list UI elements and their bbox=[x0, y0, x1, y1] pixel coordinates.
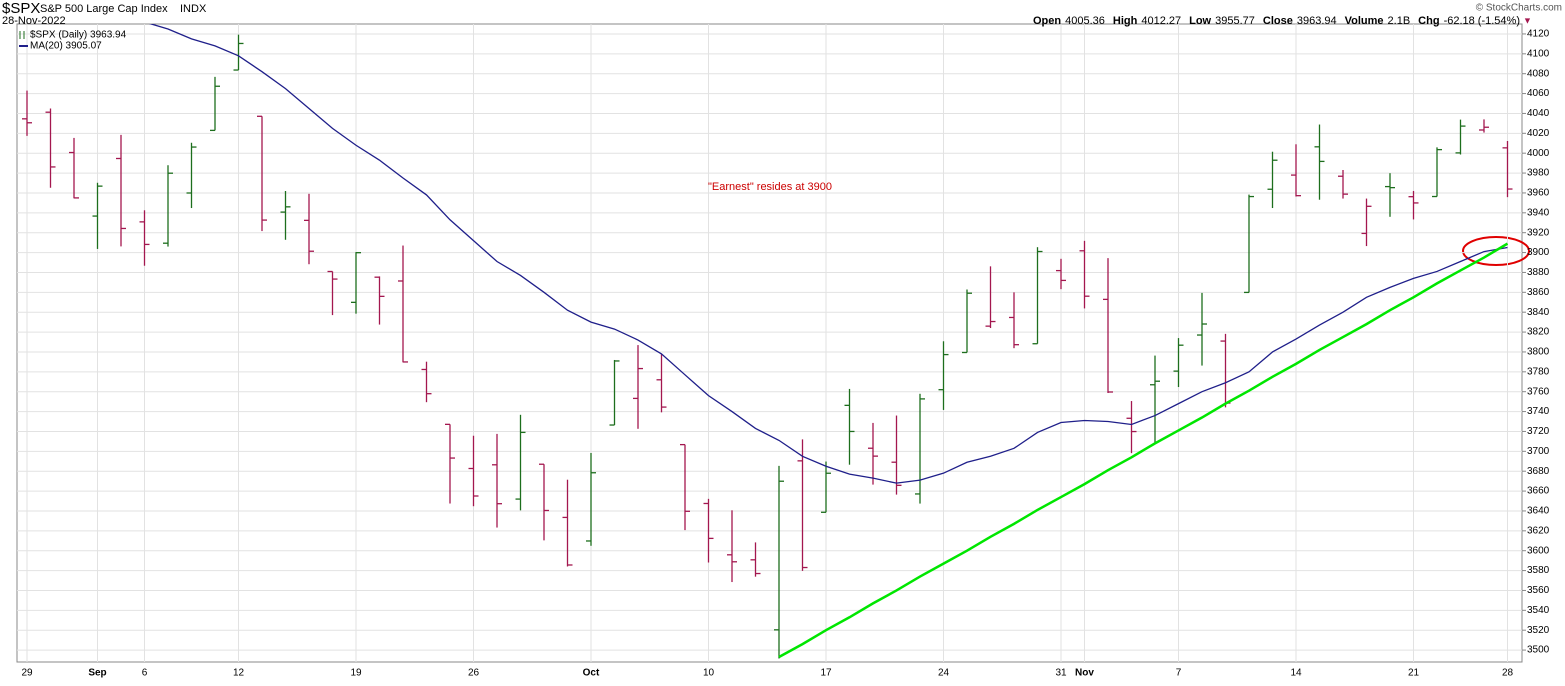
y-tick-label: 3780 bbox=[1527, 366, 1550, 377]
x-tick-label: 24 bbox=[938, 668, 950, 679]
stat-label: Low bbox=[1189, 15, 1211, 27]
y-tick-label: 4000 bbox=[1527, 148, 1550, 159]
index-name: S&P 500 Large Cap Index bbox=[40, 3, 168, 15]
y-tick-label: 3620 bbox=[1527, 525, 1550, 536]
y-tick-label: 3680 bbox=[1527, 466, 1550, 477]
exchange: INDX bbox=[180, 3, 207, 15]
x-tick-label: 29 bbox=[21, 668, 33, 679]
stat-label: High bbox=[1113, 15, 1138, 27]
y-tick-label: 4040 bbox=[1527, 108, 1550, 119]
plot bbox=[22, 24, 1513, 659]
stat-value: -62.18 (-1.54%) bbox=[1444, 15, 1520, 27]
stat-value: 3963.94 bbox=[1297, 15, 1337, 27]
stat-value: 4012.27 bbox=[1141, 15, 1181, 27]
x-tick-label: 31 bbox=[1055, 668, 1067, 679]
stats-line: Open 4005.36 High 4012.27 Low 3955.77 Close 396… bbox=[1033, 15, 1520, 27]
x-tick-label: Nov bbox=[1075, 668, 1094, 679]
x-tick-label: 17 bbox=[820, 668, 832, 679]
credit: © StockCharts.com bbox=[1476, 3, 1562, 14]
y-tick-label: 3740 bbox=[1527, 406, 1550, 417]
y-tick-label: 3700 bbox=[1527, 446, 1550, 457]
y-tick-label: 3760 bbox=[1527, 386, 1550, 397]
x-tick-label: 14 bbox=[1290, 668, 1302, 679]
y-tick-label: 3520 bbox=[1527, 625, 1550, 636]
date: 28-Nov-2022 bbox=[2, 15, 66, 27]
y-tick-label: 3540 bbox=[1527, 605, 1550, 616]
x-tick-label: 10 bbox=[703, 668, 715, 679]
y-tick-label: 4100 bbox=[1527, 48, 1550, 59]
y-tick-label: 3560 bbox=[1527, 585, 1550, 596]
chg-arrow: ▼ bbox=[1523, 15, 1532, 25]
x-tick-label: 28 bbox=[1502, 668, 1514, 679]
stat-label: Volume bbox=[1345, 15, 1384, 27]
x-tick-label: 26 bbox=[468, 668, 480, 679]
stat-value: 3955.77 bbox=[1215, 15, 1255, 27]
y-tick-label: 3960 bbox=[1527, 188, 1550, 199]
y-tick-label: 3900 bbox=[1527, 247, 1550, 258]
symbol: $SPX bbox=[2, 0, 40, 17]
x-tick-label: 12 bbox=[233, 668, 245, 679]
y-tick-label: 3880 bbox=[1527, 267, 1550, 278]
x-tick-label: 21 bbox=[1408, 668, 1420, 679]
legend-label: $SPX (Daily) 3963.94 bbox=[30, 30, 127, 41]
y-tick-label: 4060 bbox=[1527, 88, 1550, 99]
y-tick-label: 3980 bbox=[1527, 168, 1550, 179]
y-tick-label: 3840 bbox=[1527, 307, 1550, 318]
annotation: "Earnest" resides at 3900 bbox=[708, 181, 832, 193]
x-tick-label: 19 bbox=[350, 668, 362, 679]
y-tick-label: 3940 bbox=[1527, 207, 1550, 218]
stat-value: 2.1B bbox=[1388, 15, 1411, 27]
legend-label: MA(20) 3905.07 bbox=[30, 41, 102, 52]
y-tick-label: 3800 bbox=[1527, 347, 1550, 358]
stat-label: Chg bbox=[1418, 15, 1439, 27]
y-tick-label: 4120 bbox=[1527, 29, 1550, 40]
x-tick-label: 6 bbox=[142, 668, 148, 679]
x-tick-label: Oct bbox=[583, 668, 600, 679]
trend-line bbox=[778, 242, 1509, 659]
ma-line bbox=[148, 24, 1508, 484]
y-tick-label: 3860 bbox=[1527, 287, 1550, 298]
plot-frame bbox=[16, 23, 1523, 663]
x-tick-label: Sep bbox=[88, 668, 106, 679]
stat-label: Close bbox=[1263, 15, 1293, 27]
x-tick-label: 7 bbox=[1176, 668, 1182, 679]
highlight-ellipse bbox=[1462, 236, 1530, 266]
y-tick-label: 3920 bbox=[1527, 227, 1550, 238]
y-tick-label: 3600 bbox=[1527, 545, 1550, 556]
stat-label: Open bbox=[1033, 15, 1061, 27]
y-tick-label: 3500 bbox=[1527, 645, 1550, 656]
stats: Open 4005.36 High 4012.27 Low 3955.77 Close 396… bbox=[1033, 15, 1520, 27]
y-tick-label: 4020 bbox=[1527, 128, 1550, 139]
y-tick-label: 3660 bbox=[1527, 486, 1550, 497]
y-tick-label: 3720 bbox=[1527, 426, 1550, 437]
stat-value: 4005.36 bbox=[1065, 15, 1105, 27]
y-tick-label: 3820 bbox=[1527, 327, 1550, 338]
y-tick-label: 4080 bbox=[1527, 68, 1550, 79]
y-tick-label: 3580 bbox=[1527, 565, 1550, 576]
y-tick-label: 3640 bbox=[1527, 506, 1550, 517]
